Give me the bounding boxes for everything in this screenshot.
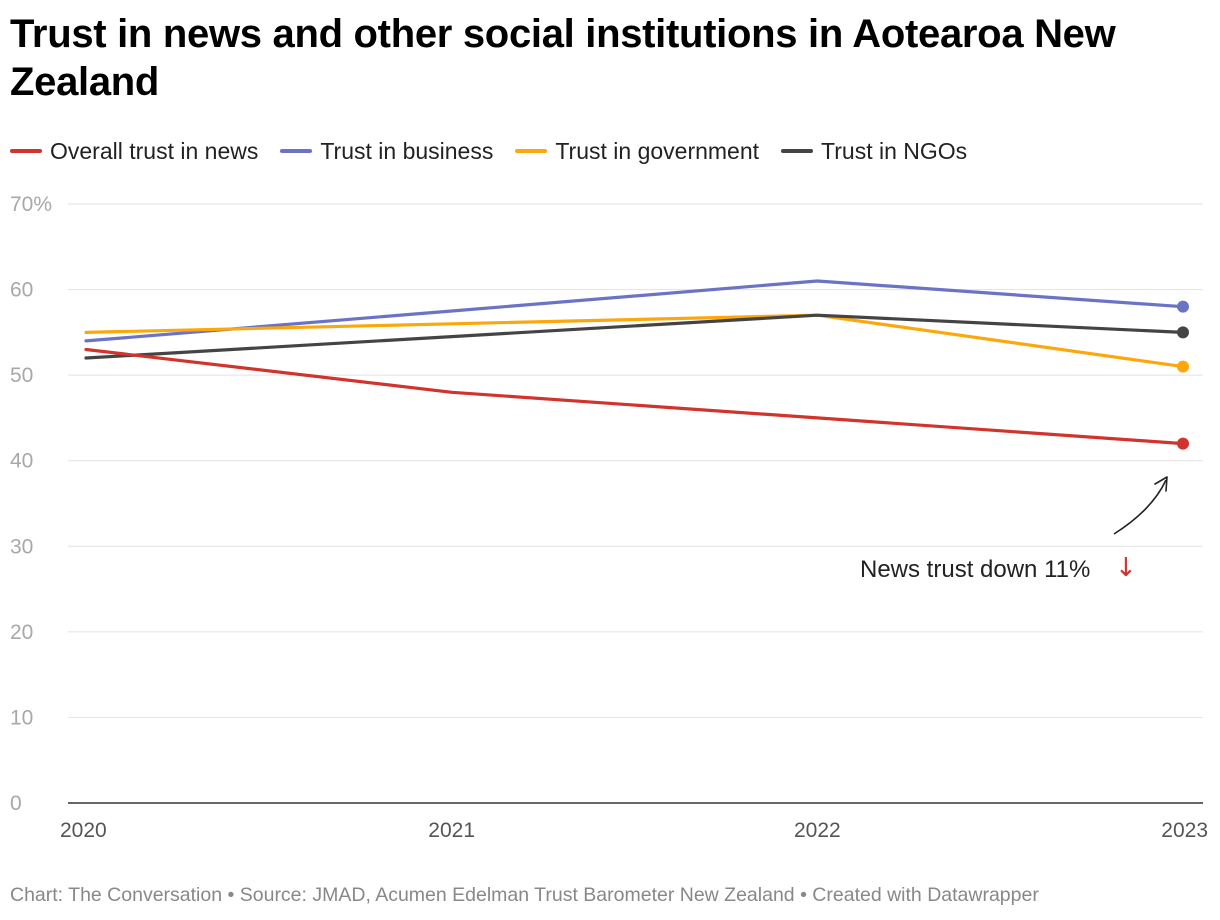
legend-swatch-news	[10, 149, 42, 153]
series-endpoint-trust-in-government	[1177, 360, 1189, 373]
y-tick-label-60: 60	[10, 279, 33, 302]
y-tick-label-50: 50	[10, 364, 33, 387]
gridlines	[68, 203, 1203, 804]
series-endpoint-trust-in-business	[1177, 300, 1189, 313]
annotation-arrowhead	[1154, 476, 1168, 492]
legend-item-news: Overall trust in news	[10, 138, 258, 165]
series-line-trust-in-business	[84, 279, 1185, 343]
series-line-trust-in-government	[84, 313, 1185, 369]
legend-swatch-ngos	[781, 149, 814, 153]
series-line-overall-trust-in-news	[84, 347, 1185, 446]
y-tick-label-40: 40	[10, 450, 33, 473]
chart-footer: Chart: The Conversation • Source: JMAD, …	[10, 884, 1039, 906]
y-axis-tick-labels: 0 10 20 30 40 50 60 70%	[10, 193, 52, 815]
chart-legend: Overall trust in news Trust in business …	[10, 136, 989, 166]
y-tick-label-0: 0	[10, 792, 22, 815]
annotation-curved-arrow	[1113, 479, 1167, 535]
y-tick-label-10: 10	[10, 706, 33, 729]
legend-item-ngos: Trust in NGOs	[781, 138, 967, 165]
series-lines	[84, 279, 1185, 446]
annotation: News trust down 11% ↓	[860, 476, 1168, 583]
series-endpoints	[1177, 300, 1189, 450]
annotation-down-arrow-icon: ↓	[1115, 553, 1137, 583]
x-tick-label-2022: 2022	[794, 819, 841, 842]
series-endpoint-trust-in-ngos	[1177, 326, 1189, 339]
legend-item-government: Trust in government	[515, 138, 759, 165]
series-line-trust-in-ngos	[84, 313, 1185, 360]
legend-item-business: Trust in business	[280, 138, 493, 165]
line-chart: 0 10 20 30 40 50 60 70% 2020 2021 2022 2023 News t…	[10, 193, 1208, 842]
x-tick-label-2021: 2021	[428, 819, 475, 842]
annotation-text: News trust down 11%	[860, 556, 1090, 583]
legend-label-business: Trust in business	[320, 137, 494, 164]
y-tick-label-70: 70%	[10, 193, 52, 216]
legend-swatch-business	[280, 149, 313, 153]
legend-swatch-government	[515, 149, 548, 153]
y-tick-label-20: 20	[10, 621, 33, 644]
series-endpoint-overall-trust-in-news	[1177, 437, 1189, 450]
legend-label-government: Trust in government	[555, 137, 760, 164]
legend-label-news: Overall trust in news	[50, 137, 259, 164]
x-tick-label-2020: 2020	[60, 819, 107, 842]
y-tick-label-30: 30	[10, 535, 33, 558]
x-axis-tick-labels: 2020 2021 2022 2023	[60, 819, 1208, 842]
chart-title: Trust in news and other social instituti…	[10, 12, 1116, 104]
legend-label-ngos: Trust in NGOs	[821, 137, 968, 164]
x-tick-label-2023: 2023	[1161, 819, 1208, 842]
